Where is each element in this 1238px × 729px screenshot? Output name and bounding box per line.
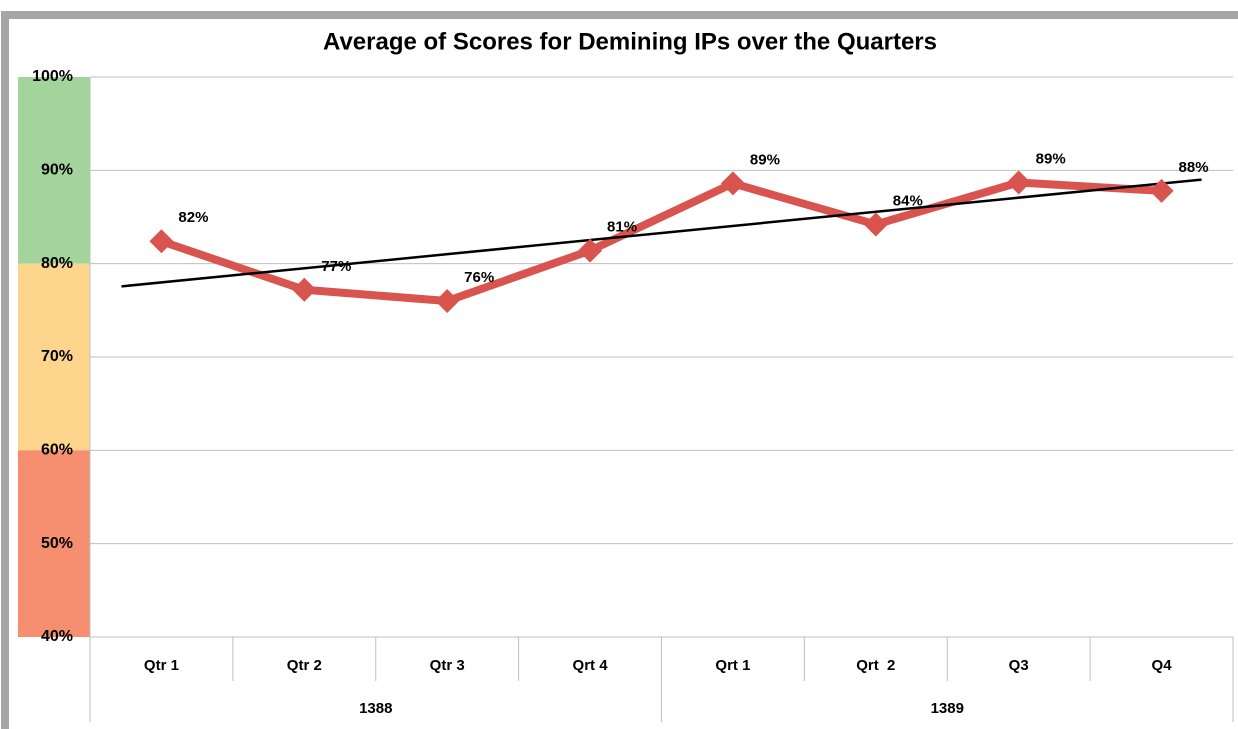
x-tick-label: Qtr 1 <box>144 657 179 674</box>
y-tick-label: 100% <box>32 68 73 85</box>
trendline <box>121 178 1202 288</box>
y-tick-label: 40% <box>41 628 73 645</box>
series-line <box>160 178 1162 305</box>
group-label: 1389 <box>931 700 964 717</box>
x-tick-label: Qrt 1 <box>715 657 750 674</box>
chart-title: Average of Scores for Demining IPs over … <box>323 28 937 55</box>
x-tick-label: Qrt 2 <box>856 657 895 674</box>
data-point <box>435 289 460 313</box>
x-tick-label: Qtr 2 <box>287 657 322 674</box>
data-label: 76% <box>464 269 494 286</box>
data-point <box>149 229 174 254</box>
data-point <box>1149 178 1174 203</box>
x-tick-label: Qtr 3 <box>430 657 465 674</box>
x-tick-label: Q4 <box>1152 657 1173 674</box>
data-label: 88% <box>1179 159 1209 176</box>
data-point <box>1006 170 1031 195</box>
data-label: 82% <box>178 209 208 226</box>
y-tick-label: 90% <box>41 162 73 179</box>
y-tick-label: 70% <box>41 348 73 365</box>
data-label: 77% <box>321 258 351 275</box>
group-label: 1388 <box>359 700 392 717</box>
score-band <box>18 77 90 264</box>
score-band <box>18 263 90 451</box>
data-label: 89% <box>750 151 780 168</box>
data-label: 84% <box>893 192 923 209</box>
x-tick-label: Qrt 4 <box>573 657 609 674</box>
x-tick-label: Q3 <box>1009 657 1029 674</box>
y-tick-label: 50% <box>41 535 73 552</box>
data-point <box>292 277 317 302</box>
y-tick-label: 80% <box>41 255 73 272</box>
y-tick-label: 60% <box>41 442 73 459</box>
data-label: 81% <box>607 219 637 236</box>
frame <box>1 11 1238 729</box>
data-point <box>863 212 888 237</box>
data-point <box>578 238 603 263</box>
data-point <box>720 171 745 196</box>
score-band <box>18 450 90 637</box>
data-label: 89% <box>1036 150 1066 167</box>
